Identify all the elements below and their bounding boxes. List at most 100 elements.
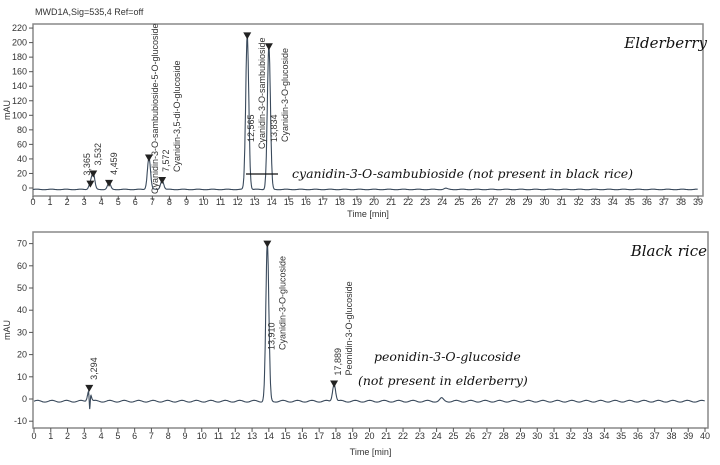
signal-header: MWD1A,Sig=535,4 Ref=off <box>35 7 144 17</box>
peak-marker <box>158 177 167 185</box>
peak-compound-label: Peonidin-3-O-glucoside <box>344 281 354 375</box>
peak-marker <box>243 32 252 40</box>
y-tick-label: 160 <box>12 67 27 77</box>
x-tick-label: 18 <box>331 431 341 441</box>
peak-compound-label: Cyanidin-3-O-sambubioside-5-O-glucoside <box>150 23 160 194</box>
x-tick-label: 39 <box>683 431 693 441</box>
x-tick-label: 12 <box>233 197 243 207</box>
x-tick-label: 6 <box>132 431 137 441</box>
x-tick-label: 37 <box>650 431 660 441</box>
x-tick-label: 12 <box>230 431 240 441</box>
x-tick-label: 24 <box>432 431 442 441</box>
black-rice-annotation-line2: (not present in elderberry) <box>358 373 528 388</box>
peak-marker <box>144 154 153 162</box>
x-tick-label: 29 <box>515 431 525 441</box>
x-tick-label: 35 <box>625 197 635 207</box>
x-tick-label: 17 <box>318 197 328 207</box>
x-tick-label: 16 <box>301 197 311 207</box>
x-tick-label: 5 <box>116 197 121 207</box>
x-tick-label: 4 <box>99 197 104 207</box>
x-tick-label: 0 <box>30 197 35 207</box>
x-tick-label: 24 <box>437 197 447 207</box>
x-tick-label: 37 <box>659 197 669 207</box>
x-tick-label: 32 <box>574 197 584 207</box>
x-tick-label: 26 <box>471 197 481 207</box>
x-tick-label: 27 <box>482 431 492 441</box>
plot-frame <box>32 23 704 197</box>
x-tick-label: 13 <box>247 431 257 441</box>
y-tick-label: 60 <box>17 261 27 271</box>
x-tick-label: 21 <box>381 431 391 441</box>
y-tick-label: 220 <box>12 23 27 33</box>
peak-compound-label: Cyanidin-3-O-glucoside <box>277 256 287 350</box>
x-tick-label: 13 <box>250 197 260 207</box>
y-tick-label: 50 <box>17 283 27 293</box>
x-tick-label: 25 <box>448 431 458 441</box>
peak-retention-time: 4,459 <box>109 152 119 175</box>
y-tick-label: 140 <box>12 81 27 91</box>
peak-marker <box>105 179 114 187</box>
x-tick-label: 11 <box>214 431 223 441</box>
x-tick-label: 33 <box>591 197 601 207</box>
peak-retention-time: 13,834 <box>269 114 279 142</box>
plot-frame <box>32 231 709 429</box>
y-tick-label: 180 <box>12 52 27 62</box>
x-tick-label: 7 <box>150 197 155 207</box>
x-tick-label: 16 <box>297 431 307 441</box>
x-tick-label: 15 <box>281 431 291 441</box>
x-tick-label: 20 <box>369 197 379 207</box>
x-tick-label: 5 <box>115 431 120 441</box>
x-tick-label: 36 <box>633 431 643 441</box>
y-tick-label: 20 <box>17 350 27 360</box>
y-tick-label: 0 <box>22 394 27 404</box>
x-tick-label: 1 <box>48 197 53 207</box>
x-tick-label: 2 <box>65 197 70 207</box>
x-tick-label: 8 <box>166 431 171 441</box>
peak-retention-time: 17,889 <box>333 348 343 376</box>
x-tick-label: 34 <box>599 431 609 441</box>
x-tick-label: 17 <box>314 431 324 441</box>
chromatogram-trace <box>33 243 705 410</box>
y-tick-label: 70 <box>17 239 27 249</box>
x-tick-label: 34 <box>608 197 618 207</box>
y-tick-label: 200 <box>12 38 27 48</box>
x-tick-label: 36 <box>642 197 652 207</box>
y-tick-label: 30 <box>17 327 27 337</box>
x-tick-label: 14 <box>267 197 277 207</box>
x-tick-label: 19 <box>352 197 362 207</box>
peak-compound-label: Cyanidin-3,5-di-O-glucoside <box>172 60 182 172</box>
x-tick-label: 29 <box>522 197 532 207</box>
x-tick-label: 10 <box>199 197 209 207</box>
peak-marker <box>85 384 94 392</box>
y-tick-label: 10 <box>17 372 27 382</box>
peak-marker <box>330 380 339 388</box>
peak-retention-time: 7,572 <box>161 149 171 172</box>
elderberry-title: Elderberry <box>623 34 707 52</box>
x-axis-label: Time [min] <box>350 447 392 457</box>
x-tick-label: 32 <box>566 431 576 441</box>
x-tick-label: 0 <box>31 431 36 441</box>
x-tick-label: 28 <box>505 197 515 207</box>
x-tick-label: 19 <box>348 431 358 441</box>
y-axis-label: mAU <box>2 100 12 120</box>
x-tick-label: 28 <box>499 431 509 441</box>
peak-marker <box>89 170 98 178</box>
x-tick-label: 23 <box>420 197 430 207</box>
x-tick-label: 40 <box>700 431 710 441</box>
x-tick-label: 33 <box>583 431 593 441</box>
x-tick-label: 31 <box>557 197 567 207</box>
y-tick-label: 80 <box>17 125 27 135</box>
x-tick-label: 1 <box>48 431 53 441</box>
x-tick-label: 22 <box>403 197 413 207</box>
peak-compound-label: Cyanidin-3-O-sambubioside <box>257 37 267 149</box>
peak-retention-time: 3,294 <box>89 357 99 380</box>
peak-compound-label: Cyanidin-3-O-glucoside <box>280 48 290 142</box>
y-tick-label: 40 <box>17 154 27 164</box>
y-tick-label: 0 <box>22 183 27 193</box>
x-tick-label: 25 <box>454 197 464 207</box>
x-tick-label: 27 <box>488 197 498 207</box>
elderberry-chromatogram: 0 1 2 3 4 5 6 7 8 9 10 11 12 13 14 15 16 17 18 19 20 21 22 23 24… <box>2 23 704 219</box>
chromatogram-trace <box>32 35 698 191</box>
x-tick-label: 23 <box>415 431 425 441</box>
